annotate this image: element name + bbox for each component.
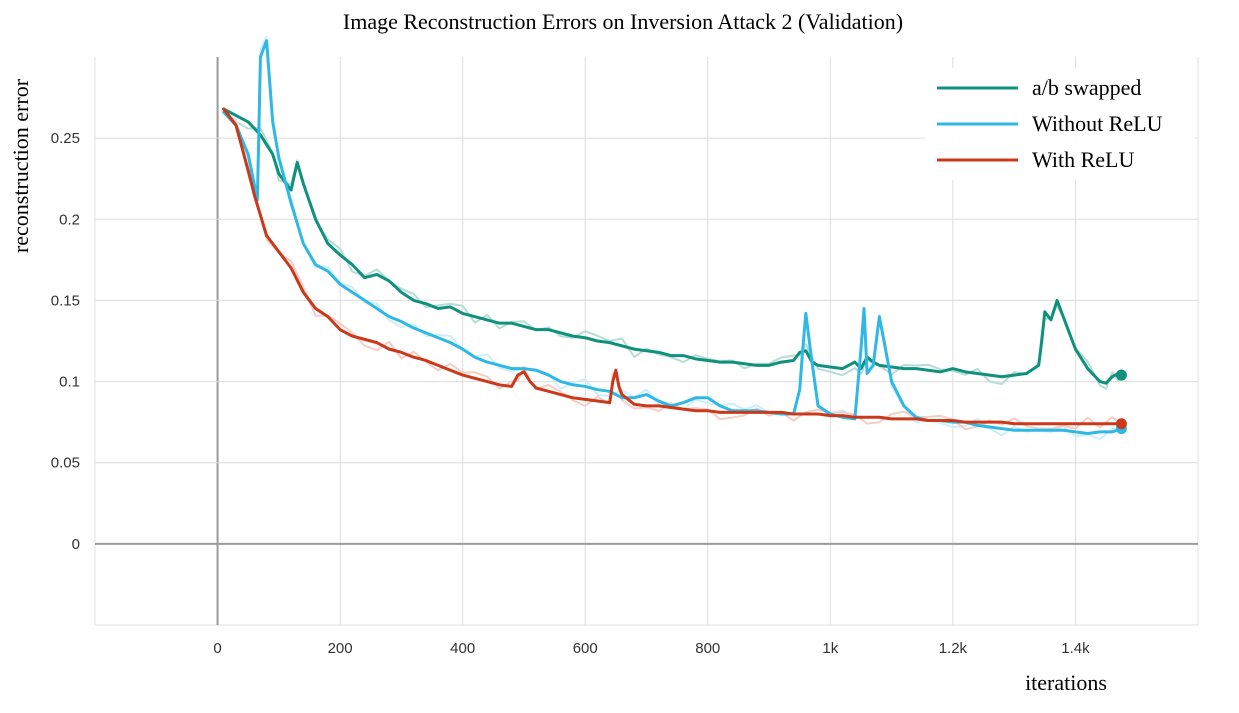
series-line bbox=[222, 107, 1123, 385]
y-tick-label: 0.1 bbox=[59, 374, 80, 391]
y-axis-label: reconstruction error bbox=[8, 78, 33, 253]
y-tick-label: 0.05 bbox=[51, 455, 80, 472]
y-tick-label: 0.15 bbox=[51, 292, 80, 309]
y-tick-label: 0.2 bbox=[59, 211, 80, 228]
x-tick-label: 0 bbox=[213, 640, 221, 657]
x-tick-label: 800 bbox=[695, 640, 720, 657]
x-tick-label: 1.2k bbox=[939, 640, 968, 657]
chart-title: Image Reconstruction Errors on Inversion… bbox=[343, 9, 903, 34]
x-tick-label: 1.4k bbox=[1061, 640, 1090, 657]
x-tick-label: 600 bbox=[573, 640, 598, 657]
x-axis-label: iterations bbox=[1025, 670, 1107, 695]
x-tick-label: 200 bbox=[328, 640, 353, 657]
y-tick-labels: 0 0.05 0.1 0.15 0.2 0.25 bbox=[51, 130, 80, 553]
series-end-points bbox=[1115, 369, 1127, 435]
y-tick-label: 0.25 bbox=[51, 130, 80, 147]
legend-label: a/b swapped bbox=[1032, 75, 1141, 100]
smoothed-series-lines bbox=[222, 39, 1123, 436]
series-line bbox=[222, 107, 1123, 426]
series-end-point bbox=[1115, 369, 1127, 381]
legend-label: Without ReLU bbox=[1032, 111, 1163, 136]
legend: a/b swapped Without ReLU With ReLU bbox=[925, 68, 1195, 180]
x-tick-label: 400 bbox=[450, 640, 475, 657]
raw-series-line bbox=[222, 108, 1122, 431]
legend-label: With ReLU bbox=[1032, 147, 1134, 172]
x-tick-label: 1k bbox=[822, 640, 838, 657]
series-end-point bbox=[1115, 418, 1127, 430]
x-tick-labels: 0 200 400 600 800 1k 1.2k 1.4k bbox=[213, 640, 1090, 657]
y-tick-label: 0 bbox=[72, 536, 80, 553]
